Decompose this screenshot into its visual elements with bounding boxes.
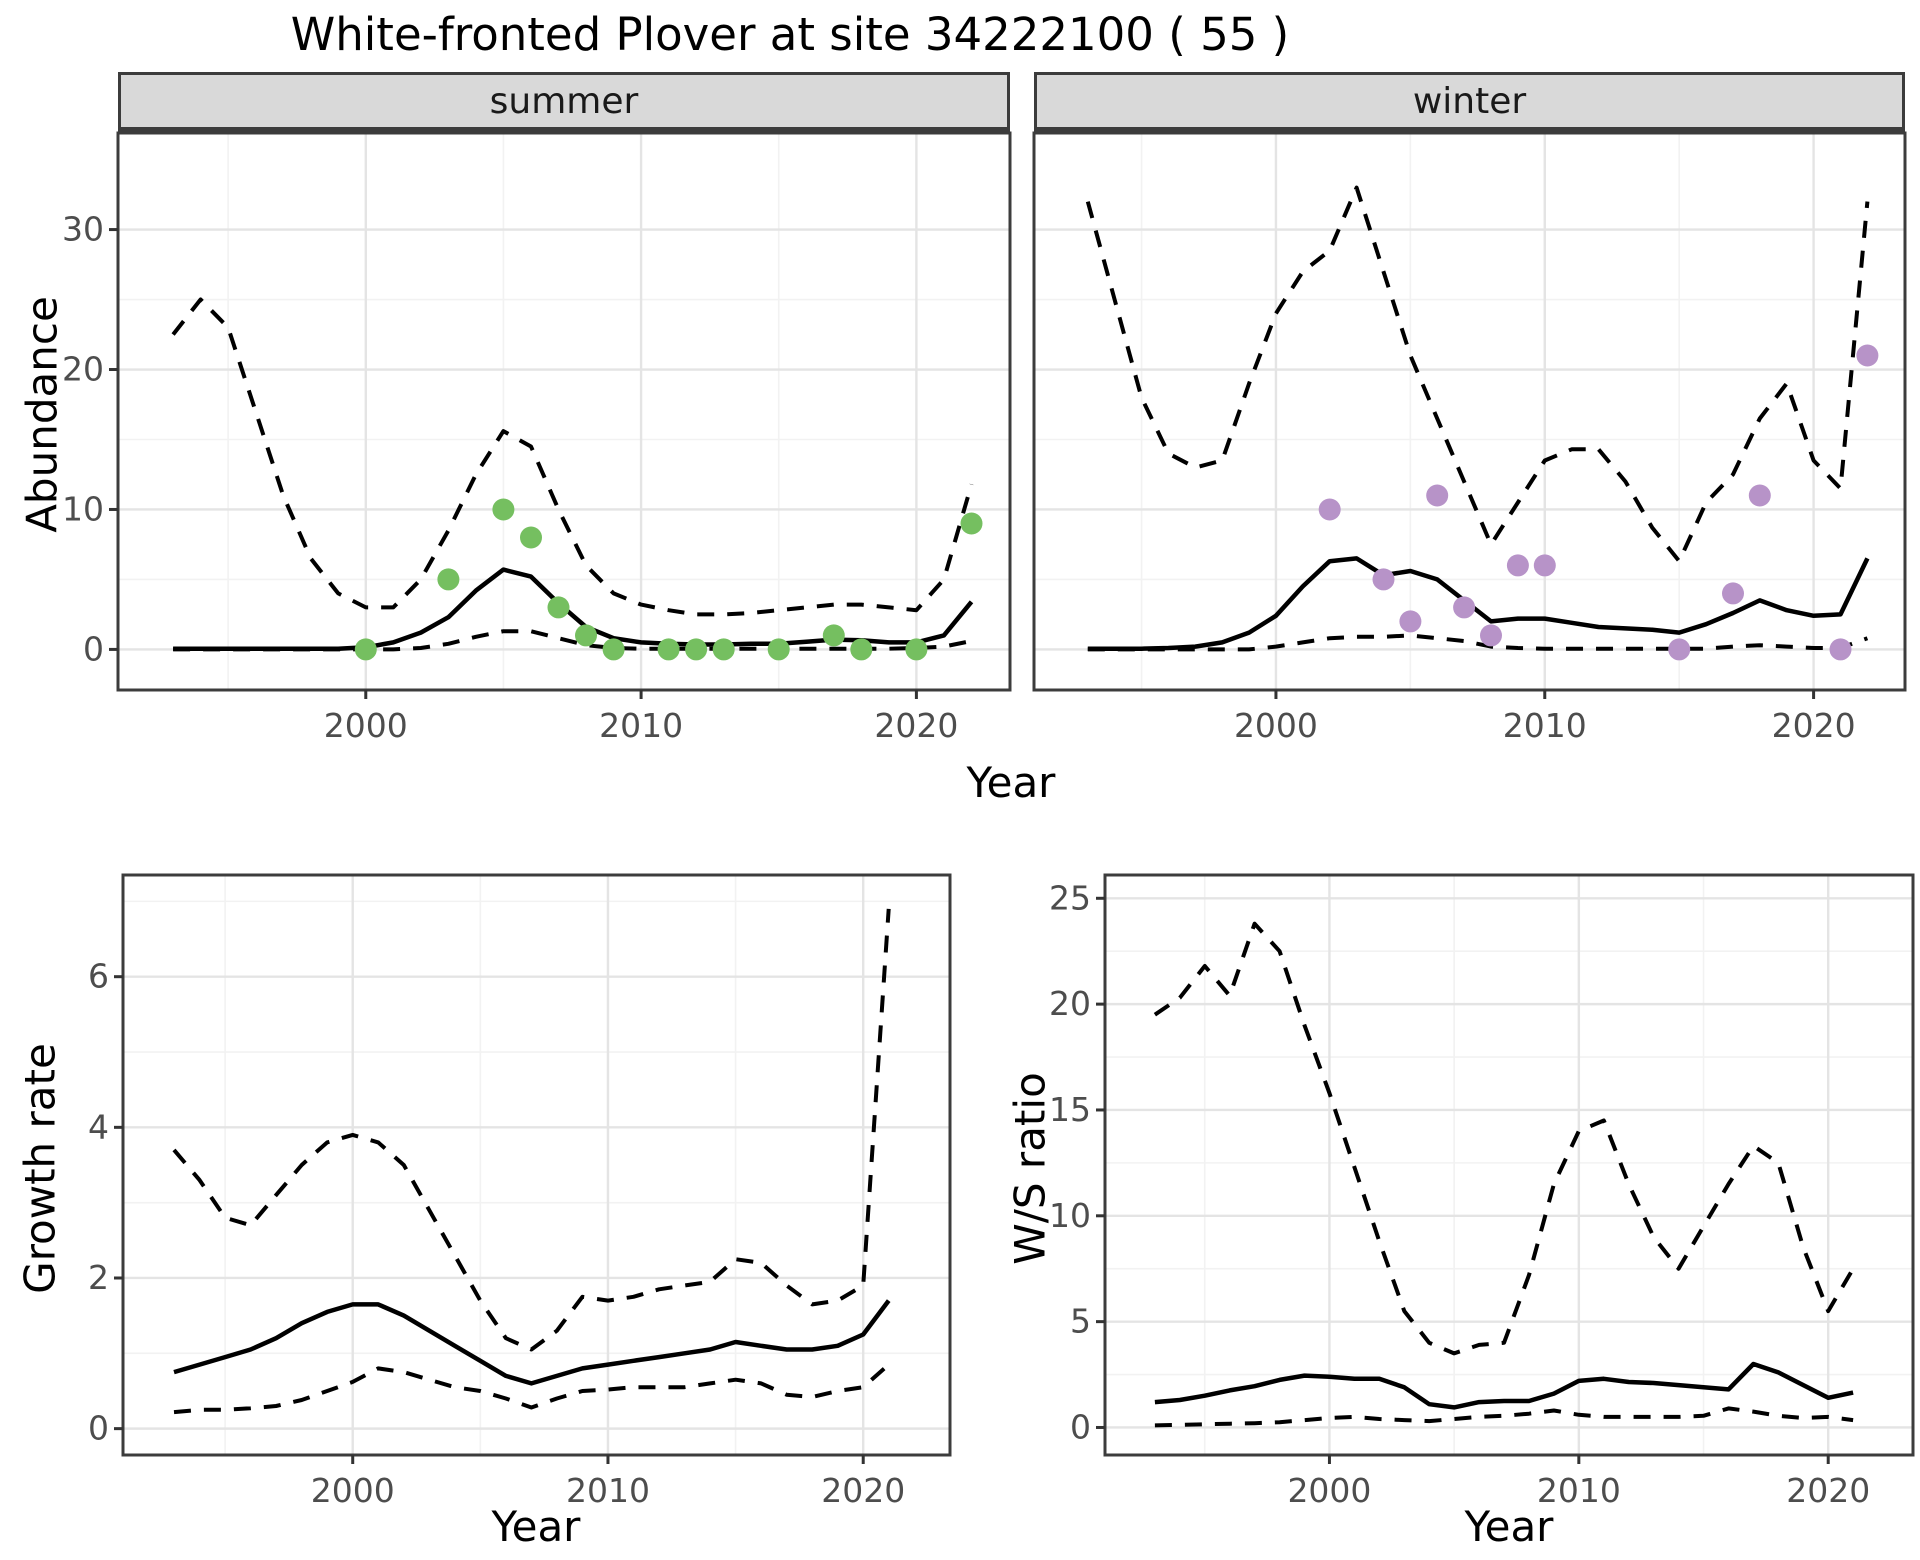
y-axis-title-ws-ratio: W/S ratio <box>1005 1072 1055 1265</box>
growth-x-tick-label: 2000 <box>311 1471 395 1510</box>
winter-observation-point <box>1722 582 1744 605</box>
growth-y-tick-label: 2 <box>88 1258 109 1297</box>
summer-x-tick-label: 2020 <box>874 706 958 745</box>
summer-x-tick-label: 2010 <box>599 706 683 745</box>
summer-observation-point <box>905 638 928 661</box>
growth-y-tick-label: 6 <box>88 957 109 996</box>
winter-observation-point <box>1453 596 1476 619</box>
summer-y-tick-label: 0 <box>83 629 104 668</box>
summer-x-tick-label: 2000 <box>324 706 408 745</box>
ws-y-tick-label: 20 <box>1049 984 1091 1023</box>
y-axis-title-abundance: Abundance <box>17 296 67 533</box>
winter-x-tick-label: 2010 <box>1503 706 1587 745</box>
winter-observation-point <box>1399 610 1422 633</box>
winter-observation-point <box>1829 638 1852 661</box>
summer-observation-point <box>850 638 873 661</box>
facet-strip-winter-label: winter <box>1412 80 1527 122</box>
summer-panel-border <box>116 131 1012 692</box>
summer-observation-point <box>960 512 983 535</box>
growth-upper-ci-line <box>172 908 891 1352</box>
winter-observation-point <box>1748 484 1771 507</box>
winter-median-line <box>1087 556 1870 651</box>
ws-y-tick-label: 15 <box>1049 1090 1091 1129</box>
growth-median-line <box>173 1299 891 1386</box>
ws-panel-background <box>1105 875 1913 1455</box>
growth-x-tick-label: 2010 <box>566 1471 650 1510</box>
summer-observation-point <box>547 596 570 619</box>
summer-observation-point <box>520 526 542 549</box>
growth-y-tick-label: 0 <box>88 1409 109 1448</box>
summer-observation-point <box>685 638 708 661</box>
ws-x-tick-label: 2000 <box>1287 1471 1371 1510</box>
x-axis-title-year-ws: Year <box>1464 1502 1554 1551</box>
growth-x-tick-label: 2020 <box>821 1471 905 1510</box>
winter-observation-point <box>1318 498 1341 521</box>
ws-y-tick-label: 10 <box>1049 1196 1091 1235</box>
facet-strip-summer: summer <box>118 72 1010 130</box>
summer-observation-point <box>712 638 735 661</box>
winter-upper-ci-line <box>1085 185 1870 564</box>
winter-lower-ci-line <box>1087 633 1869 652</box>
summer-observation-point <box>822 624 845 647</box>
ws-y-tick-label: 5 <box>1070 1302 1091 1341</box>
facet-strip-summer-label: summer <box>489 80 639 122</box>
facet-strip-winter: winter <box>1034 72 1905 130</box>
growth-panel-background <box>123 875 950 1455</box>
summer-observation-point <box>767 638 790 661</box>
ws-y-tick-label: 25 <box>1049 878 1091 917</box>
ws-upper-ci-line <box>1153 921 1855 1356</box>
summer-y-tick-label: 10 <box>62 489 104 528</box>
summer-observation-point <box>492 498 515 521</box>
summer-observation-point <box>657 638 680 661</box>
summer-observation-point <box>602 638 625 661</box>
figure-title: White-fronted Plover at site 34222100 ( … <box>290 8 1290 61</box>
ws-y-tick-label: 0 <box>1070 1407 1091 1446</box>
x-axis-title-year-top: Year <box>966 758 1056 807</box>
winter-x-tick-label: 2020 <box>1772 706 1856 745</box>
growth-lower-ci-line <box>173 1363 891 1415</box>
summer-observation-point <box>575 624 597 647</box>
winter-observation-point <box>1372 568 1395 591</box>
winter-panel-border <box>1032 131 1907 692</box>
winter-observation-point <box>1856 344 1879 367</box>
winter-observation-point <box>1426 484 1449 507</box>
summer-observation-point <box>437 568 460 591</box>
winter-panel-background <box>1034 133 1905 690</box>
winter-observation-point <box>1668 638 1691 661</box>
x-axis-title-year-growth: Year <box>491 1502 581 1551</box>
winter-x-tick-label: 2000 <box>1234 706 1318 745</box>
ws-x-tick-label: 2010 <box>1537 1471 1621 1510</box>
growth-y-tick-label: 4 <box>88 1107 109 1146</box>
winter-observation-point <box>1506 554 1529 577</box>
ws-x-tick-label: 2020 <box>1786 1471 1870 1510</box>
winter-observation-point <box>1533 554 1556 577</box>
ws-lower-ci-line <box>1154 1406 1854 1428</box>
growth-panel-border <box>121 873 952 1457</box>
ws-median-line <box>1154 1361 1854 1410</box>
summer-panel-background <box>118 133 1010 690</box>
y-axis-title-growth-rate: Growth rate <box>15 1043 65 1294</box>
winter-observation-point <box>1480 624 1502 647</box>
summer-y-tick-label: 20 <box>62 350 104 389</box>
summer-y-tick-label: 30 <box>62 210 104 249</box>
summer-observation-point <box>354 638 377 661</box>
ws-panel-border <box>1103 873 1915 1457</box>
